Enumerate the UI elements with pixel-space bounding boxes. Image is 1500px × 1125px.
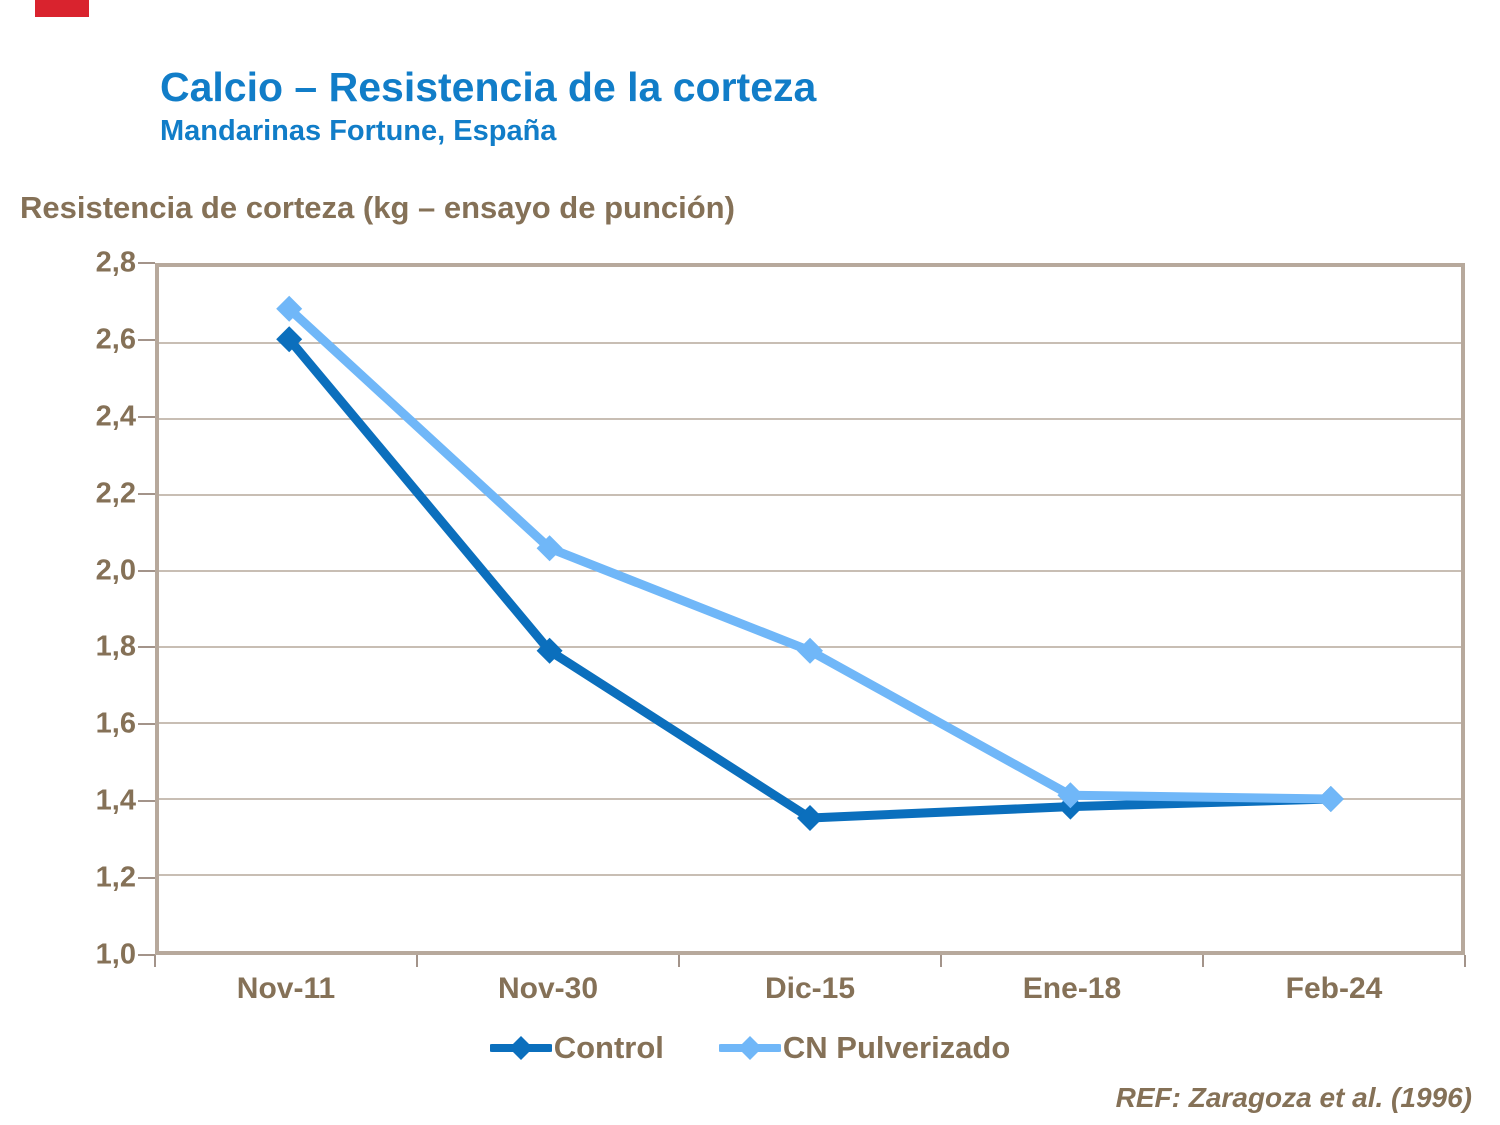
y-tick-mark bbox=[138, 954, 155, 956]
data-point-marker bbox=[797, 805, 823, 831]
y-tick-label: 1,2 bbox=[95, 861, 136, 894]
y-tick-label: 2,4 bbox=[95, 400, 136, 433]
data-point-marker bbox=[1057, 782, 1084, 809]
x-tick-mark bbox=[678, 955, 680, 967]
data-point-marker bbox=[536, 535, 563, 562]
data-point-marker bbox=[276, 295, 303, 322]
reference-text: REF: Zaragoza et al. (1996) bbox=[1115, 1082, 1472, 1113]
legend: Control CN Pulverizado bbox=[0, 1030, 1500, 1066]
x-tick-mark bbox=[154, 955, 156, 967]
x-tick-label: Dic-15 bbox=[764, 972, 856, 1005]
x-tick-mark bbox=[1202, 955, 1204, 967]
y-tick-mark bbox=[138, 723, 155, 726]
y-tick-label: 2,0 bbox=[95, 554, 136, 587]
line-chart-canvas bbox=[159, 295, 1461, 876]
legend-item-cn-pulverizado: CN Pulverizado bbox=[718, 1030, 1011, 1066]
data-point-marker bbox=[536, 637, 563, 664]
y-tick-mark bbox=[138, 262, 155, 264]
y-tick-label: 1,8 bbox=[95, 630, 136, 663]
series-control bbox=[276, 326, 1344, 831]
data-point-marker bbox=[276, 326, 303, 353]
x-tick-mark bbox=[1464, 955, 1466, 967]
y-tick-mark bbox=[138, 338, 155, 341]
y-tick-label: 1,6 bbox=[95, 707, 136, 740]
y-tick-mark bbox=[138, 800, 155, 803]
y-tick-mark bbox=[138, 646, 155, 649]
legend-item-control: Control bbox=[489, 1030, 664, 1066]
y-tick-label: 1,0 bbox=[95, 938, 136, 971]
y-tick-mark bbox=[138, 877, 155, 880]
data-point-marker bbox=[797, 637, 823, 664]
y-tick-mark bbox=[138, 569, 155, 572]
y-tick-label: 2,6 bbox=[95, 323, 136, 356]
chart-subtitle: Mandarinas Fortune, España bbox=[160, 115, 557, 148]
y-axis-title: Resistencia de corteza (kg – ensayo de p… bbox=[20, 190, 735, 225]
series-cn-pulverizado bbox=[276, 295, 1344, 812]
red-corner-mark bbox=[35, 0, 89, 17]
y-tick-mark bbox=[138, 492, 155, 495]
x-tick-mark bbox=[940, 955, 942, 967]
plot-area bbox=[155, 263, 1465, 955]
legend-label: Control bbox=[553, 1030, 664, 1065]
y-tick-label: 1,4 bbox=[95, 784, 136, 817]
x-tick-label: Ene-18 bbox=[1022, 972, 1122, 1005]
chart-title: Calcio – Resistencia de la corteza bbox=[160, 64, 817, 110]
x-tick-label: Nov-11 bbox=[236, 972, 336, 1005]
data-point-marker bbox=[1317, 786, 1344, 812]
legend-marker-icon bbox=[718, 1036, 781, 1060]
x-tick-mark bbox=[416, 955, 418, 967]
legend-marker-icon bbox=[489, 1036, 552, 1060]
legend-label: CN Pulverizado bbox=[782, 1030, 1011, 1065]
title-block: Calcio – Resistencia de la corteza Manda… bbox=[160, 64, 816, 148]
y-tick-label: 2,8 bbox=[95, 246, 136, 279]
x-tick-label: Nov-30 bbox=[497, 972, 599, 1005]
y-tick-label: 2,2 bbox=[95, 477, 136, 510]
y-tick-mark bbox=[138, 415, 155, 418]
x-tick-label: Feb-24 bbox=[1285, 972, 1383, 1005]
